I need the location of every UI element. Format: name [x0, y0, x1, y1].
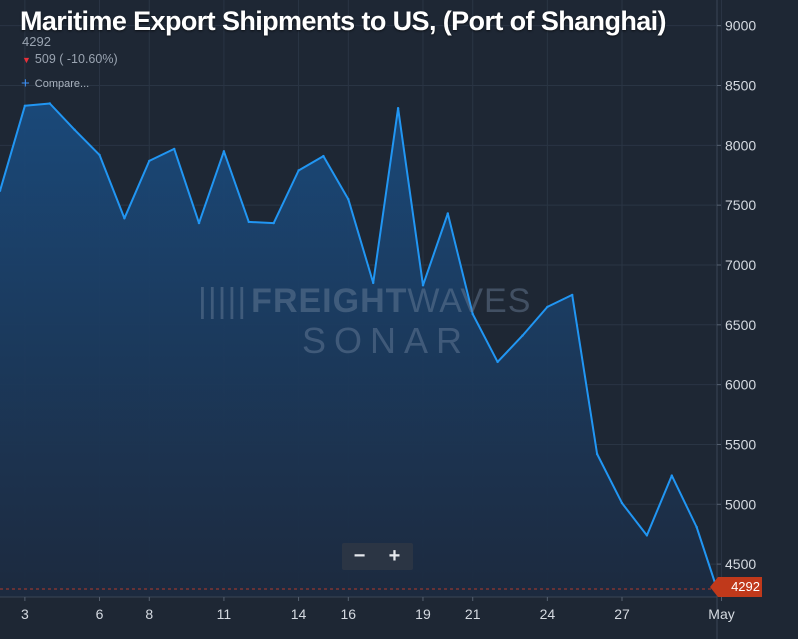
data-point	[496, 360, 499, 364]
down-arrow-icon: ▼	[22, 55, 31, 65]
y-tick-label: 8500	[725, 78, 756, 94]
data-point	[0, 189, 2, 192]
data-point	[571, 293, 574, 297]
data-point	[645, 534, 649, 537]
y-tick-label: 5500	[725, 436, 756, 452]
data-point	[670, 474, 673, 477]
series-line	[0, 102, 718, 590]
data-point	[372, 281, 375, 285]
watermark-brand-bold: FREIGHT	[251, 282, 408, 320]
data-point	[222, 150, 226, 153]
y-tick-label: 5000	[725, 496, 756, 512]
data-point	[446, 212, 449, 215]
chart-title: Maritime Export Shipments to US, (Port o…	[20, 6, 667, 36]
data-point	[396, 107, 400, 110]
compare-button[interactable]: + Compare...	[21, 75, 89, 92]
data-point	[123, 217, 126, 220]
last-value-readout: 4292	[22, 34, 51, 49]
y-axis: 4500 5000 5500 6000 6500 7000 7500 8000 8500 9000	[717, 18, 756, 572]
watermark-brand-light: WAVES	[407, 282, 532, 320]
x-tick-label: 14	[291, 606, 307, 622]
zoom-controls: − +	[342, 543, 413, 570]
data-point	[546, 305, 549, 309]
watermark-brand: ||||| FREIGHTWAVES	[198, 282, 532, 320]
data-point	[197, 221, 201, 225]
x-tick-label: 11	[217, 606, 232, 622]
zoom-in-button[interactable]: +	[377, 543, 412, 570]
data-point	[148, 159, 151, 163]
data-point	[297, 169, 300, 172]
x-tick-label: 6	[96, 606, 104, 622]
data-point	[521, 334, 524, 337]
y-tick-label: 6500	[725, 317, 756, 333]
change-readout: ▼ 509 ( -10.60%)	[22, 52, 118, 66]
x-tick-label: 3	[21, 606, 29, 622]
y-tick-label: 4500	[725, 556, 756, 572]
y-tick-label: 7500	[725, 197, 756, 213]
x-tick-label: 27	[614, 606, 630, 622]
data-point	[173, 147, 176, 151]
data-point	[98, 153, 101, 157]
plus-icon: +	[21, 75, 30, 92]
x-axis: 3 6 8 11 14 16 19 21 24 27 May	[21, 597, 735, 622]
x-tick-label: 24	[540, 606, 556, 622]
x-tick-label: 16	[341, 606, 357, 622]
series-points	[0, 102, 719, 591]
data-point	[247, 220, 250, 224]
y-tick-label: 8000	[725, 137, 756, 153]
x-tick-label: 19	[415, 606, 431, 622]
x-tick-label: 8	[145, 606, 153, 622]
y-tick-label: 6000	[725, 377, 756, 393]
watermark-sub: SONAR	[302, 320, 471, 361]
compare-label: Compare...	[34, 78, 90, 90]
series-area	[0, 103, 717, 597]
y-tick-label: 9000	[725, 18, 756, 34]
data-point	[48, 102, 51, 105]
data-point	[23, 104, 27, 108]
data-point	[695, 525, 698, 529]
data-point	[595, 452, 599, 456]
x-tick-label: 21	[465, 606, 481, 622]
data-point	[471, 312, 474, 316]
data-point	[322, 154, 325, 158]
x-tick-label: May	[708, 606, 734, 622]
data-point	[620, 501, 624, 505]
change-text: 509 ( -10.60%)	[34, 52, 118, 66]
data-point	[421, 284, 425, 287]
zoom-out-button[interactable]: −	[342, 543, 377, 570]
last-value-marker: 4292	[710, 577, 762, 597]
data-point	[73, 128, 76, 131]
data-point	[272, 221, 275, 225]
y-tick-label: 7000	[725, 257, 756, 273]
data-point	[347, 198, 350, 201]
